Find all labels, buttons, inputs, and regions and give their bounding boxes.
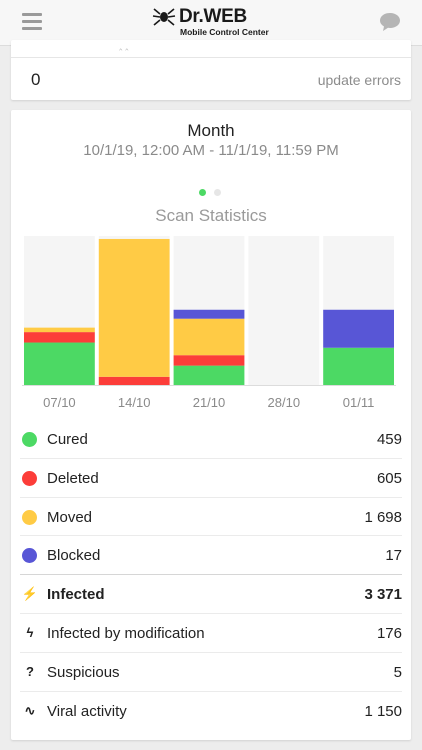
x-tick-label: 14/10 [118, 395, 151, 410]
legend-label: Cured [47, 431, 88, 448]
summary-row-infected-by-modification: ϟ Infected by modification 176 [20, 614, 402, 653]
bar-segment-deleted[interactable] [98, 376, 170, 385]
hamburger-menu-icon[interactable] [22, 13, 42, 30]
summary-value: 1 150 [364, 702, 402, 720]
legend-row-blocked: Blocked 17 [20, 536, 402, 576]
updates-card: ‸ ‸ 0 update errors [11, 40, 411, 100]
period-title: Month [187, 121, 235, 140]
blocked-color-swatch [22, 548, 37, 564]
summary-value: 176 [376, 624, 402, 642]
legend-value: 17 [385, 547, 402, 565]
statistics-card: Month 10/1/19, 12:00 AM - 11/1/19, 11:59… [11, 110, 411, 740]
scan-statistics-chart[interactable]: 07/10 14/10 21/10 28/10 01/11 [22, 236, 396, 416]
logo-subtitle: Mobile Control Center [180, 27, 269, 37]
deleted-color-swatch [22, 470, 37, 486]
legend-row-moved: Moved 1 698 [20, 498, 402, 537]
x-tick-label: 28/10 [268, 395, 301, 410]
chat-bubble-icon[interactable] [379, 12, 401, 32]
legend-label: Blocked [47, 547, 101, 565]
summary-row-infected: ⚡ Infected 3 371 [20, 575, 402, 614]
legend-label: Deleted [47, 469, 99, 487]
bar-segment-cured[interactable] [173, 365, 245, 385]
summary-row-viral-activity: ∿ Viral activity 1 150 [20, 692, 402, 731]
clipped-row: ‸ ‸ [11, 40, 411, 58]
page-dot[interactable] [214, 189, 221, 196]
summary-label: Infected [47, 586, 105, 604]
bar-segment-cured[interactable] [323, 347, 394, 385]
page-indicator[interactable] [199, 189, 229, 197]
x-tick-label: 07/10 [43, 395, 76, 410]
pulse-icon: ∿ [24, 702, 36, 718]
summary-row-suspicious: ? Suspicious 5 [20, 653, 402, 692]
legend-value: 459 [376, 431, 402, 448]
legend-value: 1 698 [364, 508, 402, 526]
legend-row-cured: Cured 459 [20, 420, 402, 459]
summary-value: 3 371 [364, 586, 402, 604]
bar-segment-moved[interactable] [173, 318, 245, 356]
top-bar: Dr.WEB Mobile Control Center [0, 0, 422, 46]
bar-column-bg [248, 236, 320, 385]
bar-segment-moved[interactable] [24, 327, 95, 333]
chart-title: Scan Statistics [155, 206, 267, 225]
summary-label: Viral activity [47, 702, 127, 720]
x-tick-label: 01/11 [343, 395, 375, 410]
summary-label: Infected by modification [47, 624, 205, 642]
bar-segment-cured[interactable] [24, 342, 95, 385]
statistics-list: Cured 459 Deleted 605 Moved 1 698 Blocke… [11, 420, 411, 730]
lightning-icon: ⚡ [21, 586, 39, 602]
update-errors-label: update errors [317, 72, 401, 88]
legend-label: Moved [47, 508, 93, 526]
bar-segment-blocked[interactable] [173, 309, 245, 319]
summary-value: 5 [393, 663, 402, 681]
bar-segment-deleted[interactable] [24, 332, 95, 343]
drweb-logo: Dr.WEB Mobile Control Center [152, 6, 272, 38]
logo-text: Dr.WEB [179, 6, 247, 27]
summary-label: Suspicious [47, 663, 120, 681]
bar-segment-moved[interactable] [98, 238, 170, 377]
legend-row-deleted: Deleted 605 [20, 459, 402, 498]
bar-segment-blocked[interactable] [323, 309, 394, 348]
spider-logo-icon [152, 8, 176, 26]
update-errors-count: 0 [31, 70, 41, 89]
bar-segment-deleted[interactable] [173, 355, 245, 366]
lightning-outline-icon: ϟ [26, 624, 34, 640]
page-dot-active[interactable] [199, 189, 206, 196]
period-range: 10/1/19, 12:00 AM - 11/1/19, 11:59 PM [83, 142, 339, 159]
cured-color-swatch [22, 432, 37, 447]
legend-value: 605 [376, 469, 402, 487]
x-tick-label: 21/10 [193, 395, 226, 410]
moved-color-swatch [22, 509, 37, 525]
question-icon: ? [26, 663, 34, 679]
